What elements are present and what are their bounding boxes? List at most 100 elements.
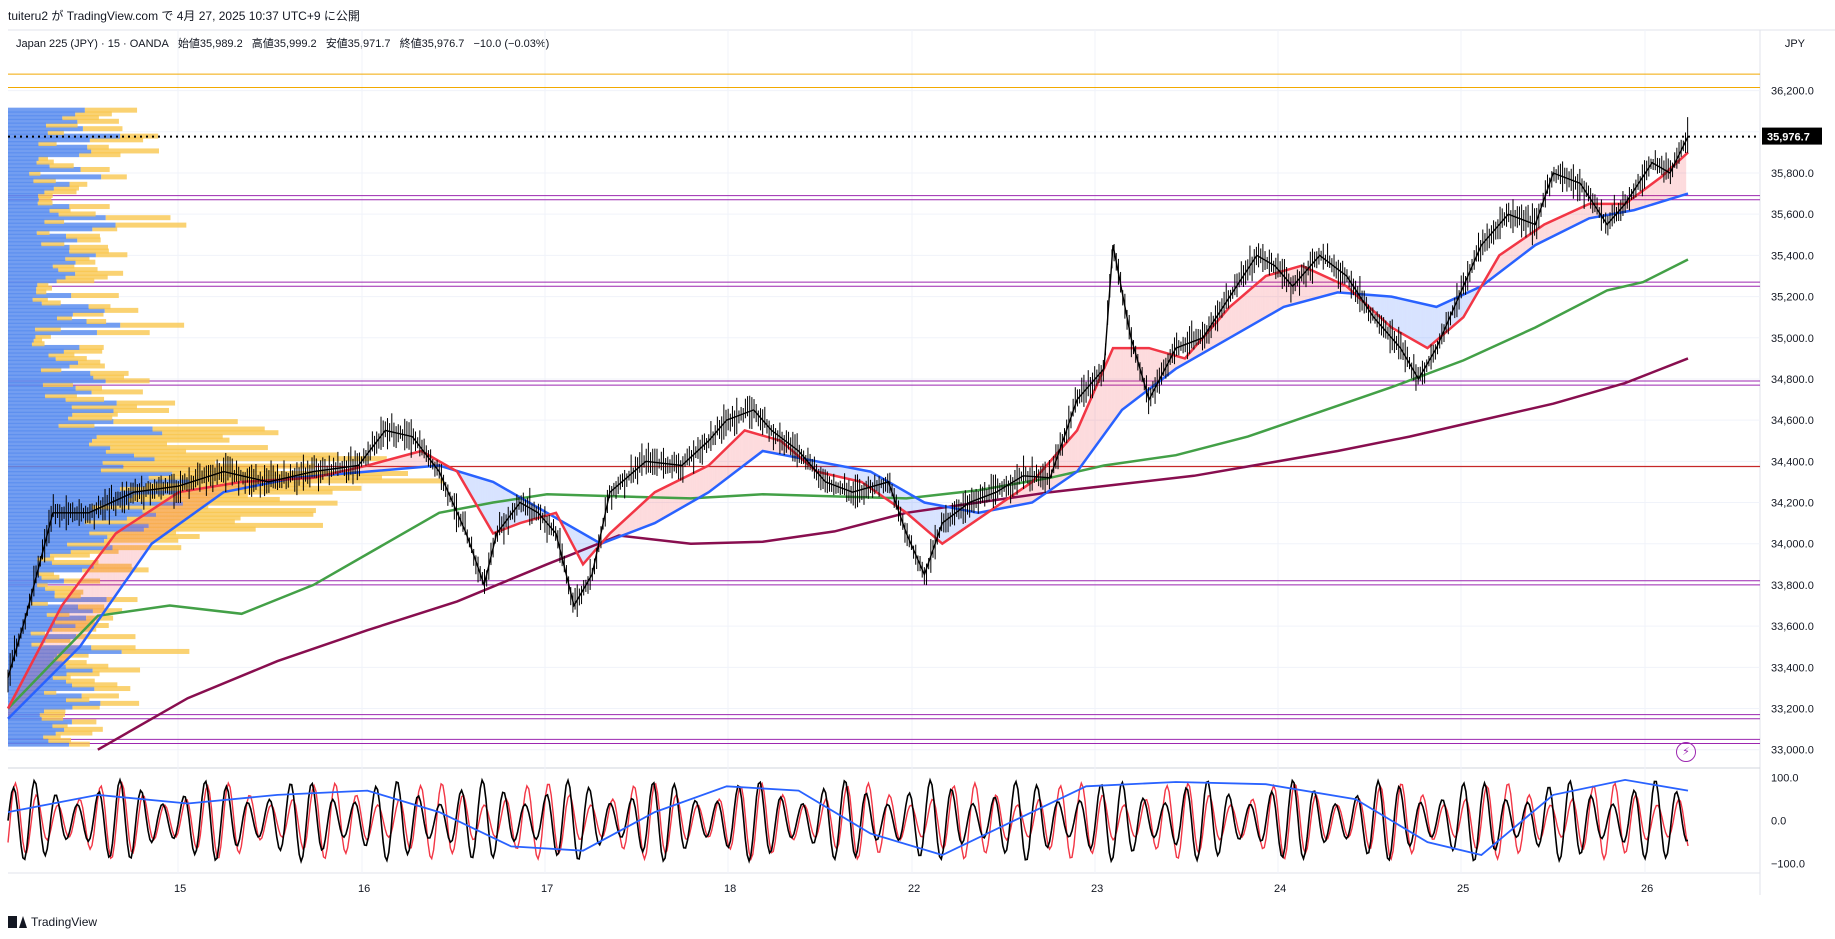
- ma-cloud-fill: [1422, 303, 1424, 346]
- ma-cloud-fill: [1511, 245, 1514, 263]
- volume-profile-bar-down: [54, 589, 84, 595]
- volume-profile-bar-down: [89, 530, 177, 536]
- volume-profile-bar-down: [80, 166, 110, 172]
- volume-profile-bar-up: [8, 389, 92, 395]
- volume-profile-bar-up: [8, 656, 55, 662]
- volume-profile-bar-up: [8, 137, 90, 143]
- volume-profile-bar-up: [8, 185, 54, 191]
- volume-profile-bar-down: [31, 641, 44, 647]
- ma-cloud-fill: [43, 636, 46, 683]
- price-chart[interactable]: 36,200.036,000.035,800.035,600.035,400.0…: [0, 0, 1835, 905]
- volume-profile-bar-down: [42, 382, 73, 388]
- date-tick-label: 22: [908, 883, 920, 895]
- volume-profile-bar-down: [134, 452, 338, 458]
- volume-profile-bar-down: [65, 255, 90, 261]
- volume-profile-bar-up: [8, 641, 32, 647]
- ma-cloud-fill: [1211, 325, 1214, 349]
- footer-brand[interactable]: TradingView: [31, 915, 98, 929]
- ma-cloud-fill: [1280, 271, 1282, 309]
- ma-cloud-fill: [171, 495, 174, 530]
- ma-cloud-fill: [1325, 276, 1327, 296]
- volume-profile-bar-down: [115, 222, 187, 228]
- ma-cloud-fill: [85, 571, 88, 639]
- volume-profile-bar-down: [68, 415, 113, 421]
- ma-cloud-fill: [656, 490, 659, 523]
- date-tick-label: 16: [358, 883, 370, 895]
- volume-profile-bar-down: [55, 730, 93, 736]
- volume-profile-bar-up: [8, 467, 101, 473]
- ma-cloud-fill: [471, 475, 474, 500]
- ma-cloud-fill: [1587, 203, 1590, 220]
- ma-cloud-fill: [1646, 186, 1649, 207]
- ma-cloud-fill: [1551, 220, 1554, 238]
- ma-cloud-fill: [1369, 294, 1372, 310]
- volume-profile-bar-down: [105, 378, 150, 384]
- ma-cloud-fill: [1323, 275, 1326, 297]
- ma-cloud-fill: [848, 467, 851, 480]
- ma-cloud-fill: [157, 505, 159, 540]
- volume-profile-bar-up: [8, 671, 67, 677]
- volume-profile-bar-up: [8, 115, 63, 121]
- ma-cloud-fill: [742, 430, 745, 467]
- ma-cloud-fill: [1251, 286, 1254, 326]
- ma-cloud-fill: [1272, 273, 1275, 314]
- ma-cloud-fill: [861, 469, 864, 484]
- ma-cloud-fill: [746, 430, 749, 464]
- ma-cloud-fill: [834, 464, 837, 477]
- ma-cloud-fill: [151, 508, 154, 544]
- ma-cloud-fill: [38, 646, 41, 689]
- ma-cloud-fill: [1152, 349, 1155, 387]
- ma-cloud-fill: [61, 603, 64, 665]
- volume-profile-bar-up: [8, 693, 82, 699]
- volume-profile-bar-up: [8, 222, 116, 228]
- volume-profile-bar-up: [8, 660, 63, 666]
- ma-cloud-fill: [1540, 225, 1543, 243]
- lightning-bolt-icon[interactable]: ⚡: [1676, 742, 1696, 762]
- ma-cloud-fill: [406, 454, 409, 469]
- volume-profile-bar-down: [52, 626, 97, 632]
- tradingview-logo-icon[interactable]: [8, 916, 27, 928]
- ma-cloud-fill: [42, 639, 44, 685]
- ma-cloud-fill: [392, 458, 395, 470]
- ma-cloud-fill: [644, 500, 646, 528]
- ma-cloud-fill: [1235, 300, 1238, 335]
- ma-cloud-fill: [198, 488, 201, 511]
- volume-profile-bar-down: [89, 137, 144, 143]
- ma-cloud-fill: [29, 663, 32, 698]
- volume-profile-bar-down: [39, 711, 65, 717]
- volume-profile-bar-up: [8, 118, 78, 124]
- legend-symbol[interactable]: Japan 225 (JPY) · 15 · OANDA: [16, 38, 169, 50]
- ma-cloud-fill: [647, 497, 650, 526]
- ma-cloud-fill: [478, 477, 481, 512]
- volume-profile-bar-down: [37, 582, 48, 588]
- volume-profile-bar-down: [71, 293, 119, 299]
- volume-profile-bar-up: [8, 678, 67, 684]
- volume-profile-bar-up: [8, 393, 46, 399]
- volume-profile-bar-up: [8, 630, 31, 636]
- ma-cloud-fill: [1245, 291, 1248, 329]
- symbol-legend: Japan 225 (JPY) · 15 · OANDA 始値35,989.2 …: [16, 35, 555, 51]
- volume-profile-bar-up: [8, 233, 67, 239]
- volume-profile-bar-up: [8, 504, 92, 510]
- ma-cloud-fill: [122, 527, 125, 585]
- ma-cloud-fill: [631, 512, 634, 533]
- volume-profile-bar-up: [8, 559, 52, 565]
- ma-cloud-fill: [1080, 418, 1083, 467]
- ma-cloud-fill: [645, 498, 648, 527]
- volume-profile-bar-up: [8, 111, 76, 117]
- ma-cloud-fill: [78, 581, 80, 649]
- ma-cloud-fill: [929, 503, 932, 535]
- ma-cloud-fill: [1544, 223, 1547, 241]
- ma-cloud-fill: [108, 540, 111, 606]
- volume-profile-bar-up: [8, 604, 79, 610]
- volume-profile-bar-down: [72, 411, 118, 417]
- volume-profile-bar-down: [69, 204, 110, 210]
- volume-profile-bar-up: [8, 133, 121, 139]
- ma-cloud-fill: [1538, 226, 1541, 244]
- ma-cloud-fill: [239, 481, 242, 489]
- volume-profile-bar-up: [8, 230, 37, 236]
- ma-cloud-fill: [1520, 239, 1523, 257]
- ma-cloud-fill: [1459, 295, 1462, 321]
- ma-cloud-fill: [852, 468, 855, 481]
- currency-label[interactable]: JPY: [1784, 38, 1805, 50]
